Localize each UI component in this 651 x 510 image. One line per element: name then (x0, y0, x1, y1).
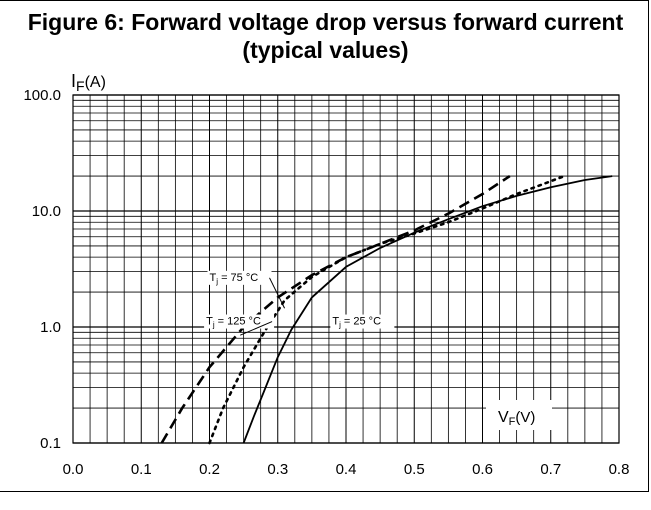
chart-title: Figure 6: Forward voltage drop versus fo… (27, 9, 624, 63)
x-tick-label: 0.6 (472, 461, 493, 478)
annotation-box (204, 314, 275, 329)
y-axis-label: IF(A) (71, 71, 106, 94)
series-tj-125c-curve (160, 175, 511, 444)
annotation-label: Tj = 125 °C (206, 316, 261, 330)
series-tj-25c-curve (242, 175, 613, 444)
x-tick-label: 0.5 (404, 461, 425, 478)
x-axis-label-box (486, 400, 552, 430)
x-tick-label: 0.3 (267, 461, 288, 478)
x-tick-label: 0.1 (131, 461, 152, 478)
x-tick-label: 0.8 (609, 461, 630, 478)
plot-border (72, 94, 620, 444)
annotation-box (207, 270, 272, 285)
y-tick-label: 0.1 (40, 435, 61, 452)
x-tick-label: 0.2 (199, 461, 220, 478)
y-tick-label: 100.0 (23, 87, 61, 104)
annotation-leader (240, 321, 273, 336)
series-tj-75c-curve (208, 174, 566, 445)
annotation-label: Tj = 25 °C (332, 316, 381, 330)
x-tick-label: 0.7 (540, 461, 561, 478)
x-axis-label: VF(V) (498, 409, 535, 428)
x-tick-label: 0.4 (336, 461, 357, 478)
chart-frame (0, 0, 649, 492)
x-tick-label: 0.0 (63, 461, 84, 478)
y-tick-label: 10.0 (32, 203, 61, 220)
annotation-box (330, 314, 395, 329)
annotation-leader (269, 277, 286, 309)
annotation-label: Tj = 75 °C (210, 272, 259, 286)
y-tick-label: 1.0 (40, 319, 61, 336)
